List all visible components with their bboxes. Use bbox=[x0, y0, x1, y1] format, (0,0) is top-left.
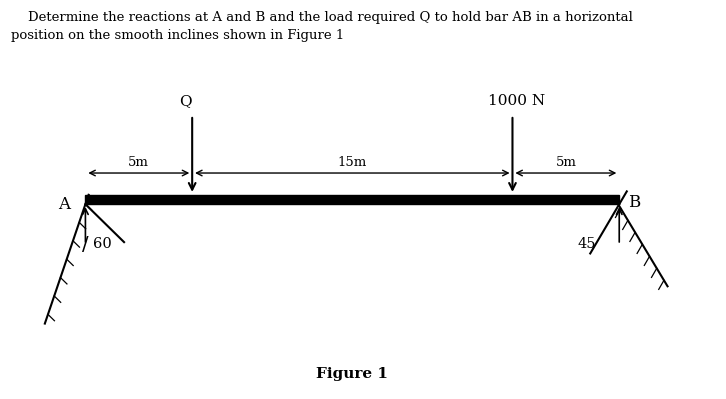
Text: B: B bbox=[628, 194, 640, 211]
Text: Determine the reactions at A and B and the load required Q to hold bar AB in a h: Determine the reactions at A and B and t… bbox=[11, 11, 632, 42]
Text: A: A bbox=[59, 196, 70, 213]
Text: 5m: 5m bbox=[555, 156, 576, 169]
Text: Figure 1: Figure 1 bbox=[317, 367, 388, 381]
Text: 15m: 15m bbox=[338, 156, 367, 169]
Text: /: / bbox=[82, 235, 89, 254]
Polygon shape bbox=[86, 195, 619, 204]
Text: 60: 60 bbox=[93, 237, 112, 251]
Text: 5m: 5m bbox=[129, 156, 150, 169]
Text: 1000 N: 1000 N bbox=[488, 95, 545, 109]
Text: 45: 45 bbox=[578, 237, 597, 251]
Text: Q: Q bbox=[179, 95, 192, 109]
